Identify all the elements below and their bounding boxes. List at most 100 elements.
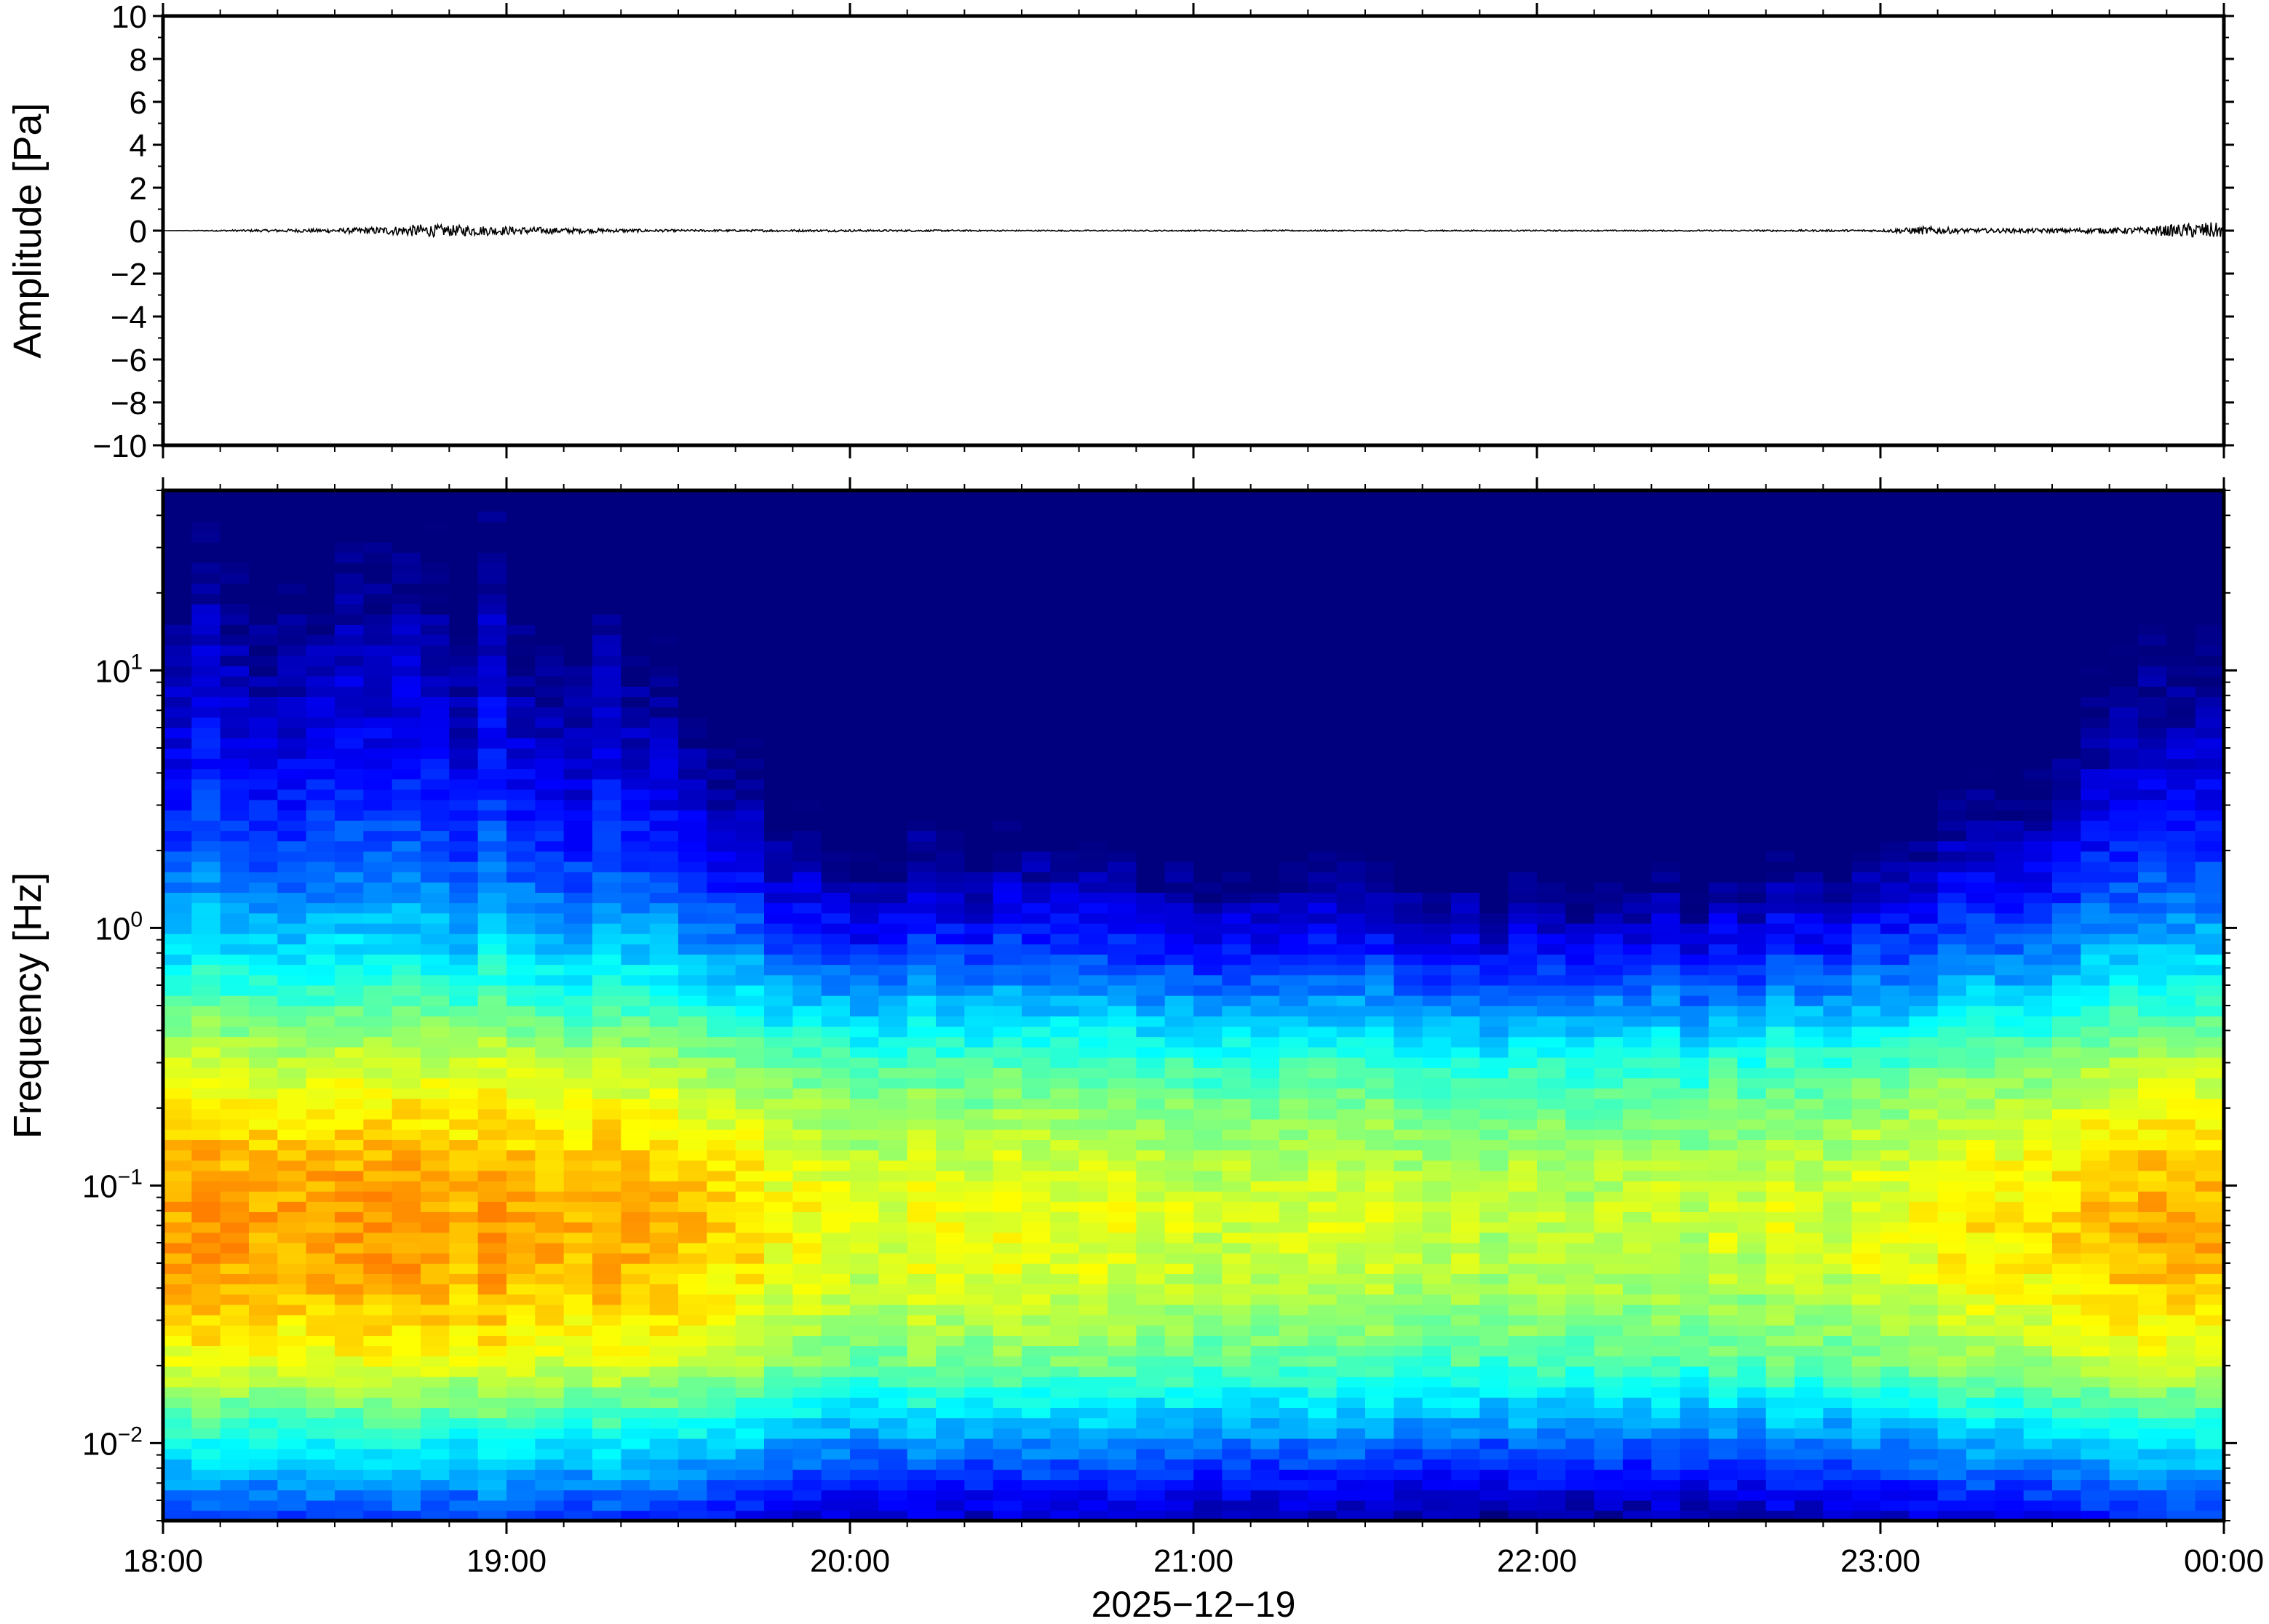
spectrogram-cell [449,624,479,636]
spectrogram-cell [1078,1428,1108,1439]
spectrogram-cell [163,851,193,862]
spectrogram-cell [1108,964,1137,976]
spectrogram-cell [449,1252,479,1264]
spectrogram-cell [621,768,651,780]
spectrogram-cell [678,1211,708,1223]
spectrogram-cell [1108,1479,1137,1491]
spectrogram-cell [1537,1324,1567,1336]
spectrogram-cell [191,1036,221,1048]
spectrogram-cell [449,944,479,955]
spectrogram-cell [1164,1232,1194,1243]
spectrogram-cell [735,820,765,832]
spectrogram-cell [1136,624,1166,636]
spectrogram-cell [363,1098,393,1110]
spectrogram-cell [1308,892,1338,904]
spectrogram-cell [850,1016,880,1027]
spectrogram-cell [1365,1438,1395,1449]
spectrogram-cell [392,1118,421,1130]
spectrogram-cell [1022,1376,1052,1388]
spectrogram-cell [220,1150,250,1161]
spectrogram-cell [1422,1294,1452,1305]
spectrogram-cell [621,1273,651,1285]
spectrogram-cell [363,686,393,697]
spectrogram-cell [535,809,565,821]
spectrogram-cell [1336,613,1366,625]
spectrogram-cell [1193,882,1223,893]
spectrogram-cell [1422,624,1452,636]
spectrogram-cell [1050,1150,1080,1161]
spectrogram-cell [249,995,279,1006]
spectrogram-cell [1365,1407,1395,1419]
spectrogram-cell [764,1314,794,1326]
spectrogram-cell [1078,799,1108,811]
spectrogram-cell [993,1356,1022,1367]
spectrogram-cell [1394,541,1423,553]
spectrogram-cell [936,995,966,1006]
spectrogram-cell [678,923,708,934]
spectrogram-cell [964,1026,994,1038]
spectrogram-cell [220,1376,250,1388]
spectrogram-cell [1479,964,1509,976]
spectrogram-cell [678,645,708,656]
spectrogram-cell [1479,1242,1509,1254]
spectrogram-cell [907,634,937,646]
spectrogram-cell [335,954,365,966]
spectrogram-cell [792,1304,822,1315]
spectrogram-cell [249,892,279,904]
spectrogram-cell [392,984,421,996]
spectrogram-cell [707,954,736,966]
spectrogram-cell [764,1283,794,1295]
spectrogram-cell [592,912,622,924]
spectrogram-cell [621,851,651,862]
spectrogram-cell [449,1448,479,1460]
spectrogram-cell [678,809,708,821]
spectrogram-cell [649,1294,679,1305]
spectrogram-cell [392,1252,421,1264]
spectrogram-cell [249,779,279,790]
spectrogram-cell [1193,706,1223,718]
spectrogram-cell [1279,1283,1309,1295]
spectrogram-cell [449,1428,479,1439]
spectrogram-cell [506,521,536,533]
spectrogram-cell [277,954,307,966]
spectrogram-cell [1193,573,1223,584]
spectrogram-cell [993,1201,1022,1212]
spectrogram-cell [735,944,765,955]
amplitude-y-tick-label: −4 [111,300,147,335]
spectrogram-cell [878,1469,908,1481]
spectrogram-cell [1222,1448,1252,1460]
spectrogram-cell [936,1180,966,1192]
spectrogram-cell [1136,1252,1166,1264]
spectrogram-cell [821,933,851,944]
spectrogram-cell [1022,1180,1052,1192]
spectrogram-cell [363,1170,393,1182]
spectrogram-cell [363,923,393,934]
spectrogram-cell [1279,490,1309,501]
spectrogram-cell [735,490,765,501]
spectrogram-cell [220,1139,250,1151]
spectrogram-cell [621,1294,651,1305]
spectrogram-cell [1136,501,1166,512]
spectrogram-cell [592,717,622,728]
spectrogram-cell [1422,1386,1452,1398]
spectrogram-cell [1537,1211,1567,1223]
spectrogram-cell [535,1139,565,1151]
spectrogram-cell [249,851,279,862]
spectrogram-cell [1394,583,1423,594]
spectrogram-cell [1250,655,1280,666]
spectrogram-cell [563,840,593,852]
spectrogram-cell [1394,511,1423,522]
spectrogram-cell [850,1088,880,1099]
spectrogram-cell [220,789,250,800]
spectrogram-cell [1394,1160,1423,1171]
spectrogram-cell [1193,634,1223,646]
spectrogram-cell [821,665,851,677]
spectrogram-cell [220,1489,250,1501]
spectrogram-cell [191,1397,221,1409]
spectrogram-cell [477,1283,507,1295]
spectrogram-cell [678,1376,708,1388]
spectrogram-cell [964,1356,994,1367]
spectrogram-cell [764,1428,794,1439]
spectrogram-cell [1308,613,1338,625]
spectrogram-cell [936,830,966,842]
